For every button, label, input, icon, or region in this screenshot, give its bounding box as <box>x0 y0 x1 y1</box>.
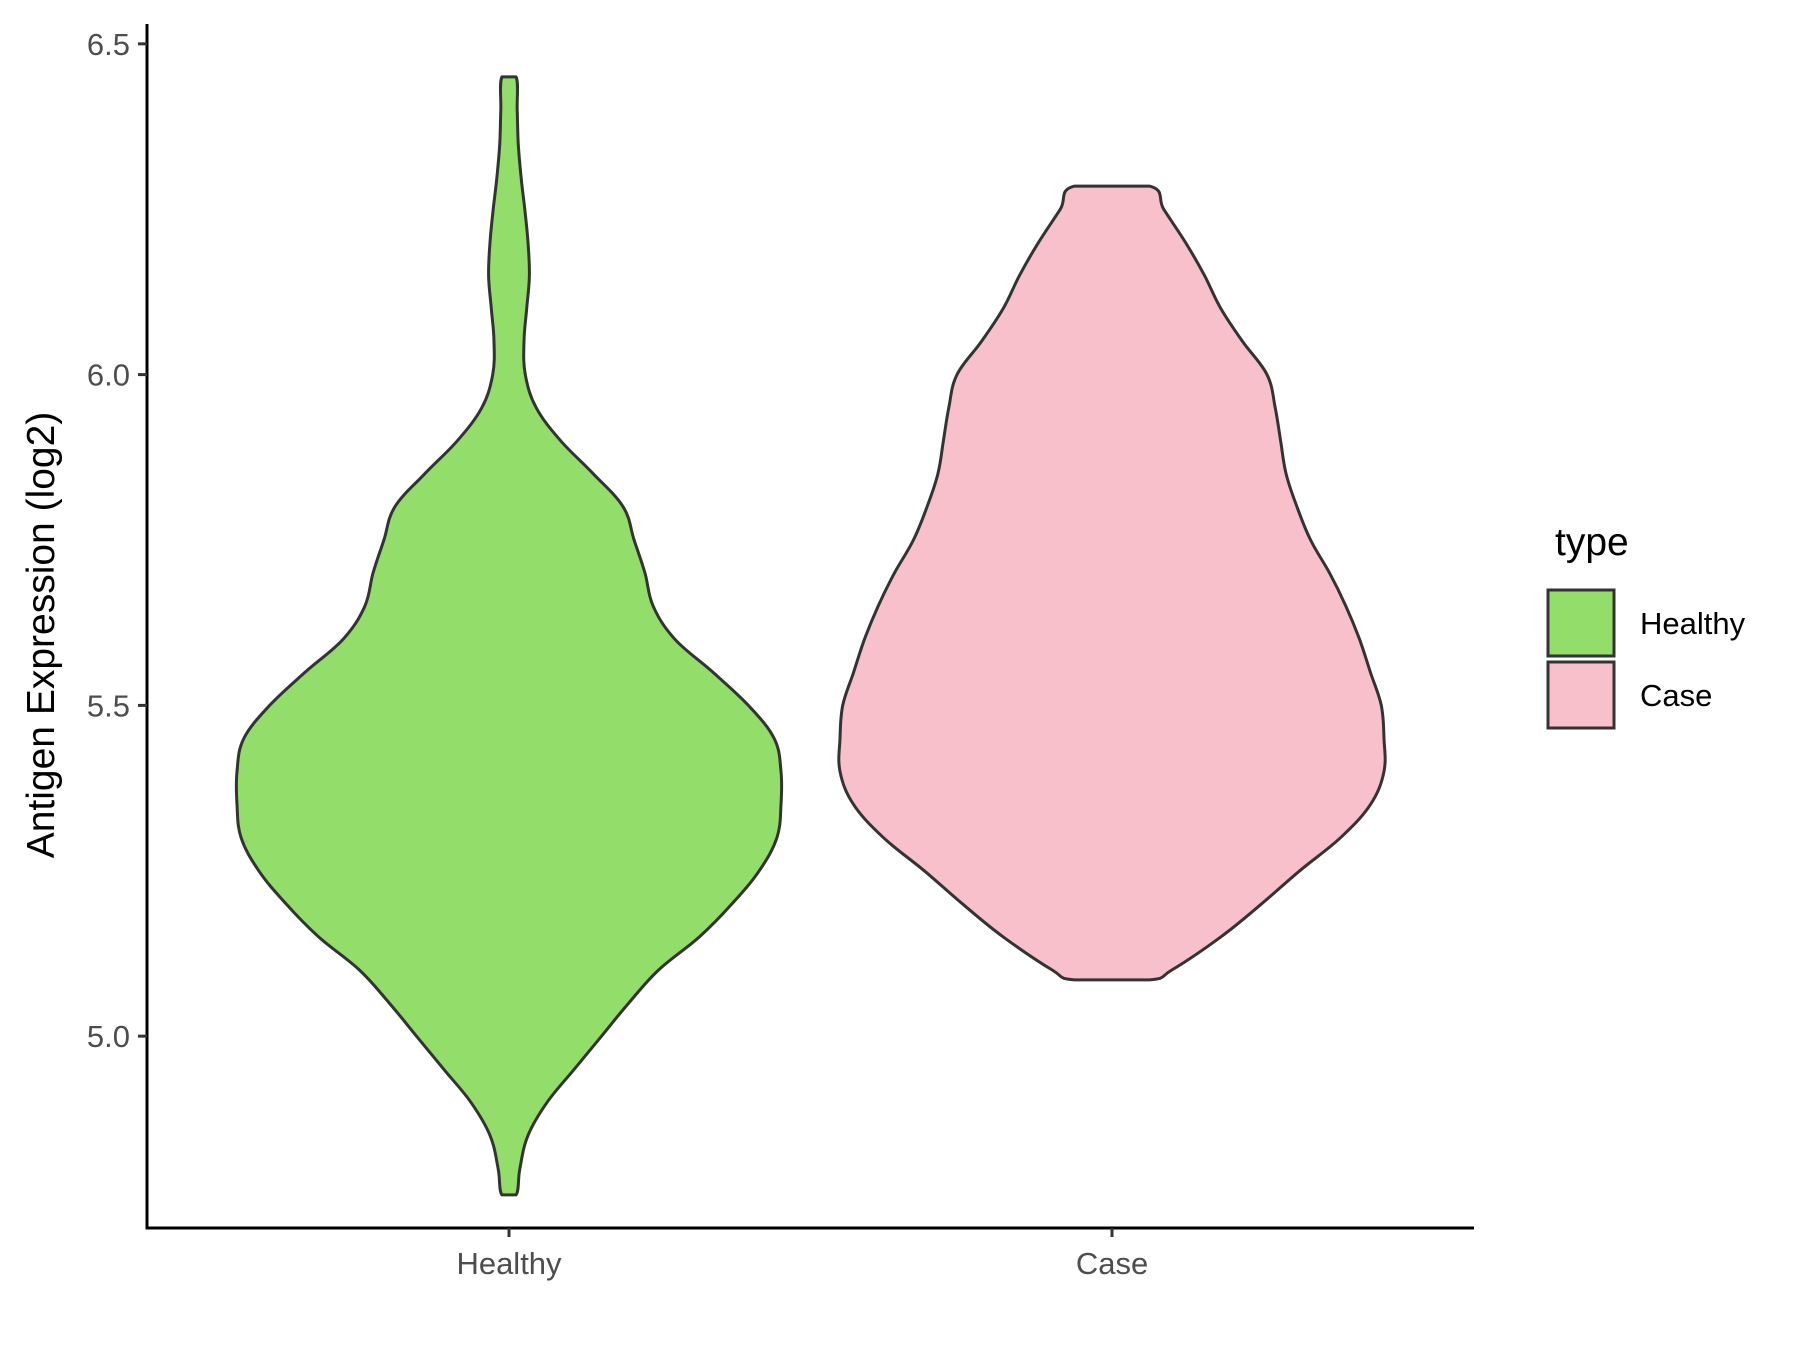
legend-label-case: Case <box>1640 678 1712 713</box>
y-tick-label: 6.0 <box>87 358 130 393</box>
y-axis-title: Antigen Expression (log2) <box>20 412 63 859</box>
legend-label-healthy: Healthy <box>1640 606 1746 641</box>
legend-title: type <box>1555 521 1629 564</box>
legend-swatch-case <box>1546 660 1616 730</box>
x-tick-label: Case <box>1076 1246 1148 1281</box>
legend: type Healthy Case <box>1546 521 1746 730</box>
y-tick-label: 5.0 <box>87 1019 130 1054</box>
x-tick-label: Healthy <box>456 1246 562 1281</box>
y-tick-label: 6.5 <box>87 27 130 62</box>
violin-case <box>837 184 1387 982</box>
violin-healthy <box>234 75 784 1197</box>
violins-layer <box>234 75 1387 1197</box>
axes-layer: 5.0 5.5 6.0 6.5 Healthy Case <box>87 24 1474 1281</box>
y-tick-label: 5.5 <box>87 688 130 723</box>
legend-swatch-healthy <box>1546 588 1616 658</box>
